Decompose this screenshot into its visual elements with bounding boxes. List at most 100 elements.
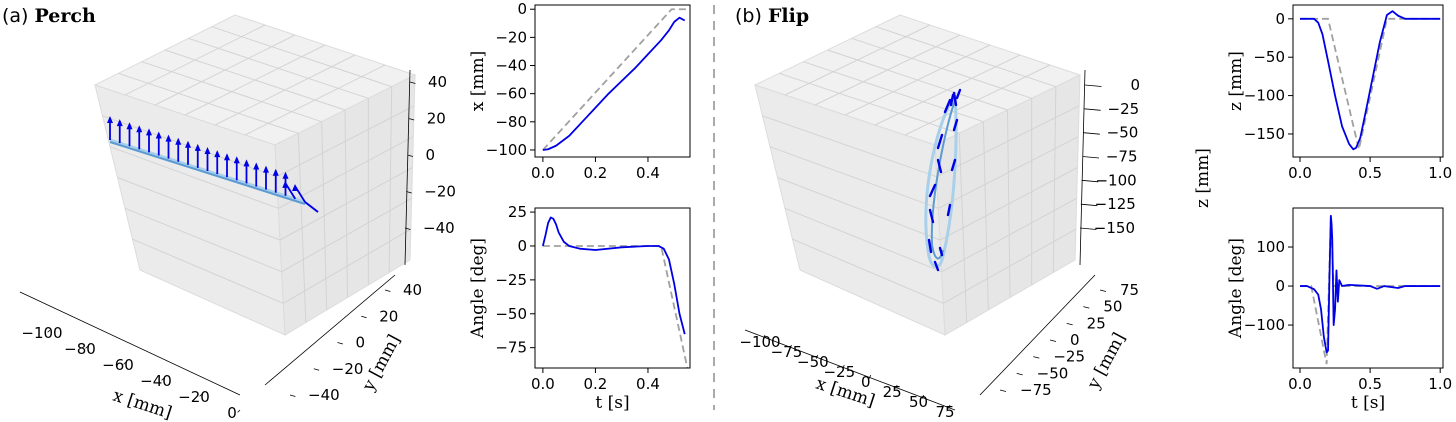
flip-z-reference-line	[1300, 17, 1441, 150]
flip-x-axis-line	[744, 329, 956, 411]
grid-line	[124, 207, 282, 273]
flip-arrow-shaft	[955, 88, 962, 100]
perch-arrow	[146, 128, 152, 153]
flip-angle-xlabel: t [s]	[1351, 393, 1385, 413]
flip-arrow-shaft	[928, 208, 935, 224]
perch-z-tick-mark	[408, 118, 415, 121]
flip-z-tick-mark	[1083, 132, 1100, 135]
perch-x-tick-label: 0	[227, 404, 237, 422]
perch-y-tick-mark	[384, 289, 391, 292]
perch-x-label: x [mm]	[110, 386, 174, 422]
flip-angle-plot: 100 0 −100 0.0 0.5 1.0 Angle [deg] t [s]	[1226, 207, 1452, 413]
grid-line	[777, 177, 941, 241]
perch-z-tick-mark	[406, 191, 412, 194]
perch-angle-plot: 25 0 −25 −50 −750.0 0.2 0.4 Angle [deg] t [s]	[468, 203, 691, 413]
perch-arrow-head	[282, 171, 289, 179]
flip-x-tick-mark	[763, 334, 766, 339]
flip-z-ylabel: z [mm]	[1226, 51, 1246, 111]
flip-y-axis-line	[979, 274, 1096, 396]
flip-arrow-shaft	[936, 158, 943, 174]
perch-arrow-head	[292, 184, 298, 191]
perch-x-tick-label: −60	[102, 356, 134, 374]
flip-z-tick-mark	[1080, 203, 1098, 207]
perch-arrow	[263, 165, 269, 190]
flip-arrow	[952, 118, 959, 132]
flip-x-tick-mark	[868, 374, 872, 379]
flip-z-label: z [mm]	[1193, 148, 1213, 208]
flip-arrow	[950, 158, 957, 172]
perch-arrow-head	[116, 119, 123, 127]
flip-path-reference	[924, 94, 958, 269]
perch-x-tick-mark	[161, 377, 165, 381]
flip-z-axis-line	[1079, 69, 1086, 266]
grid-line	[117, 177, 281, 241]
flip-y-tick-mark	[1083, 306, 1090, 309]
perch-z-tick-mark	[407, 154, 414, 157]
flip-arrow-shaft	[936, 133, 944, 150]
perch-arrow-head	[136, 125, 143, 133]
flip-z-ytick-label: −100	[1244, 87, 1285, 105]
perch-z-ticks: 40 20 0 −20 −40	[404, 73, 456, 237]
flip-z-tick-label: −75	[1106, 148, 1138, 166]
perch-y-tick-mark	[361, 315, 367, 319]
flip-z-plot: 0 −50 −100 −150 0.0 0.5 1.0 z [mm]	[1226, 4, 1452, 182]
perch-arrow-head	[194, 143, 201, 151]
flip-x-tick-label: 75	[935, 403, 954, 421]
perch-arrow-head	[214, 150, 221, 158]
flip-z-tick-label: −125	[1095, 195, 1136, 213]
perch-x-ytick-label: −80	[495, 113, 527, 131]
flip-z-tick-mark	[1084, 108, 1101, 111]
flip-y-tick-mark	[1016, 372, 1023, 376]
flip-x-tick-mark	[789, 344, 792, 349]
perch-angle-ylabel: Angle [deg]	[468, 238, 488, 339]
flip-z-tick-label: −50	[1107, 124, 1139, 142]
flip-x-tick-mark	[921, 394, 924, 399]
flip-arrow-shaft	[933, 260, 940, 272]
perch-arrow	[194, 143, 201, 168]
flip-x-tick-label: −100	[739, 333, 780, 351]
flip-z-ytick-label: −150	[1244, 125, 1285, 143]
panel-b-title: (b) Flip	[735, 5, 809, 27]
perch-arrow-head	[243, 159, 250, 167]
perch-arrow-head	[107, 116, 113, 123]
perch-arrow-head	[126, 122, 133, 130]
perch-path-end	[304, 201, 319, 213]
perch-z-tick-mark	[409, 81, 416, 84]
flip-angle-xtick-label: 1.0	[1428, 375, 1452, 393]
perch-arrow	[185, 140, 191, 165]
perch-arrow-head	[175, 137, 182, 145]
perch-arrow-head	[263, 165, 269, 173]
perch-arrow-head	[146, 128, 152, 136]
flip-x-tick-label: −75	[771, 343, 803, 361]
flip-y-tick-mark	[1066, 322, 1073, 326]
flip-z-tick-label: −25	[1108, 100, 1140, 118]
perch-arrow-head	[204, 147, 211, 154]
flip-y-tick-label: −75	[1020, 381, 1052, 399]
grid-line	[792, 238, 944, 304]
perch-x-tick-mark	[199, 393, 203, 397]
perch-angle-ytick-label: 25	[508, 203, 527, 221]
flip-arrow	[927, 238, 933, 254]
flip-z-ytick-label: 0	[1275, 10, 1285, 28]
perch-x-ylabel: x [mm]	[468, 51, 488, 112]
flip-z-tick-label: −150	[1094, 219, 1135, 237]
grid-line	[762, 115, 937, 178]
perch-arrow	[292, 184, 306, 203]
perch-z-tick-label: 20	[427, 110, 446, 128]
perch-x-ytick-label: −60	[495, 85, 527, 103]
perch-arrow	[253, 162, 260, 187]
flip-arrow-shaft	[943, 98, 952, 114]
perch-arrow	[214, 150, 221, 175]
flip-angle-ytick-label: 0	[1275, 277, 1285, 295]
flip-arrow	[946, 203, 952, 217]
flip-x-tick-label: 25	[883, 383, 902, 401]
flip-arrow	[936, 133, 944, 150]
perch-grid	[102, 24, 415, 323]
perch-arrow	[116, 119, 123, 144]
perch-x-tick-label: −100	[21, 324, 62, 342]
